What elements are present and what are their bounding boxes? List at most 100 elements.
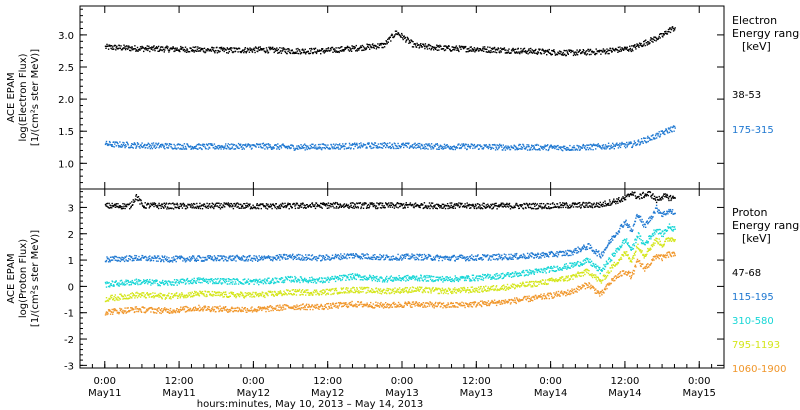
data-point (214, 148, 216, 150)
data-point (119, 283, 121, 285)
data-point (427, 256, 429, 258)
data-point (618, 200, 621, 202)
data-point (504, 205, 506, 207)
data-point (228, 48, 230, 51)
data-point (200, 47, 203, 50)
data-point (278, 257, 280, 259)
data-point (655, 137, 658, 139)
data-point (226, 280, 228, 283)
data-point (519, 255, 521, 257)
data-point (286, 147, 289, 150)
data-point (456, 49, 458, 51)
data-point (327, 204, 329, 207)
data-point (328, 148, 330, 150)
data-point (305, 147, 307, 149)
data-point (603, 251, 605, 254)
data-point (151, 47, 154, 49)
data-point (559, 204, 562, 206)
data-point (293, 281, 295, 283)
data-point (108, 144, 110, 146)
data-point (446, 46, 449, 48)
data-point (381, 202, 384, 205)
data-point (211, 280, 213, 282)
data-point (630, 49, 632, 51)
data-point (422, 147, 424, 150)
data-point (426, 48, 429, 50)
data-point (138, 49, 140, 51)
data-point (577, 145, 579, 147)
data-point (310, 206, 313, 208)
data-point (219, 46, 222, 49)
data-point (363, 254, 366, 256)
data-point (256, 204, 258, 206)
data-point (401, 254, 403, 256)
data-point (423, 45, 426, 48)
data-point (616, 200, 619, 202)
data-point (534, 148, 536, 150)
data-point (490, 147, 493, 149)
data-point (410, 255, 412, 257)
data-point (542, 254, 545, 256)
data-point (456, 258, 459, 260)
data-point (242, 259, 244, 261)
data-point (116, 45, 118, 47)
data-point (256, 47, 258, 49)
data-point (296, 280, 299, 282)
data-point (145, 207, 147, 209)
data-point (135, 194, 138, 196)
data-point (155, 205, 158, 207)
data-point (671, 131, 673, 133)
data-point (123, 203, 126, 205)
data-point (234, 148, 237, 150)
data-point (655, 204, 658, 207)
data-point (372, 143, 374, 146)
data-point (589, 143, 592, 146)
data-point (313, 48, 316, 51)
data-point (607, 202, 610, 205)
data-point (466, 207, 468, 209)
data-point (474, 205, 476, 208)
data-point (121, 281, 124, 283)
data-point (667, 213, 669, 215)
data-point (587, 206, 590, 208)
data-point (340, 256, 342, 258)
data-point (448, 258, 450, 260)
data-point (498, 204, 500, 206)
data-point (215, 282, 218, 285)
data-point (460, 147, 462, 150)
data-point (526, 144, 528, 146)
data-point (195, 260, 197, 262)
data-point (314, 256, 316, 258)
data-point (248, 283, 251, 285)
data-point (631, 146, 633, 149)
data-point (198, 147, 201, 149)
data-point (240, 203, 242, 206)
data-point (576, 149, 579, 151)
data-point (268, 256, 270, 258)
data-point (105, 286, 108, 288)
data-point (460, 254, 463, 256)
data-point (121, 206, 123, 208)
data-point (177, 206, 179, 208)
data-point (152, 144, 154, 146)
data-point (206, 202, 208, 205)
data-point (371, 142, 373, 144)
data-point (185, 258, 187, 260)
data-point (418, 206, 420, 208)
data-point (555, 252, 557, 255)
data-point (166, 45, 168, 47)
data-point (165, 203, 167, 205)
data-point (621, 225, 624, 227)
data-point (154, 255, 156, 257)
data-point (318, 146, 321, 148)
data-point (379, 43, 382, 45)
data-point (139, 199, 142, 201)
data-point (175, 281, 177, 283)
data-point (282, 49, 284, 51)
data-point (664, 195, 666, 198)
data-point (543, 145, 545, 148)
data-point (160, 207, 162, 209)
data-point (237, 142, 240, 145)
data-point (378, 44, 381, 46)
data-point (166, 208, 168, 210)
